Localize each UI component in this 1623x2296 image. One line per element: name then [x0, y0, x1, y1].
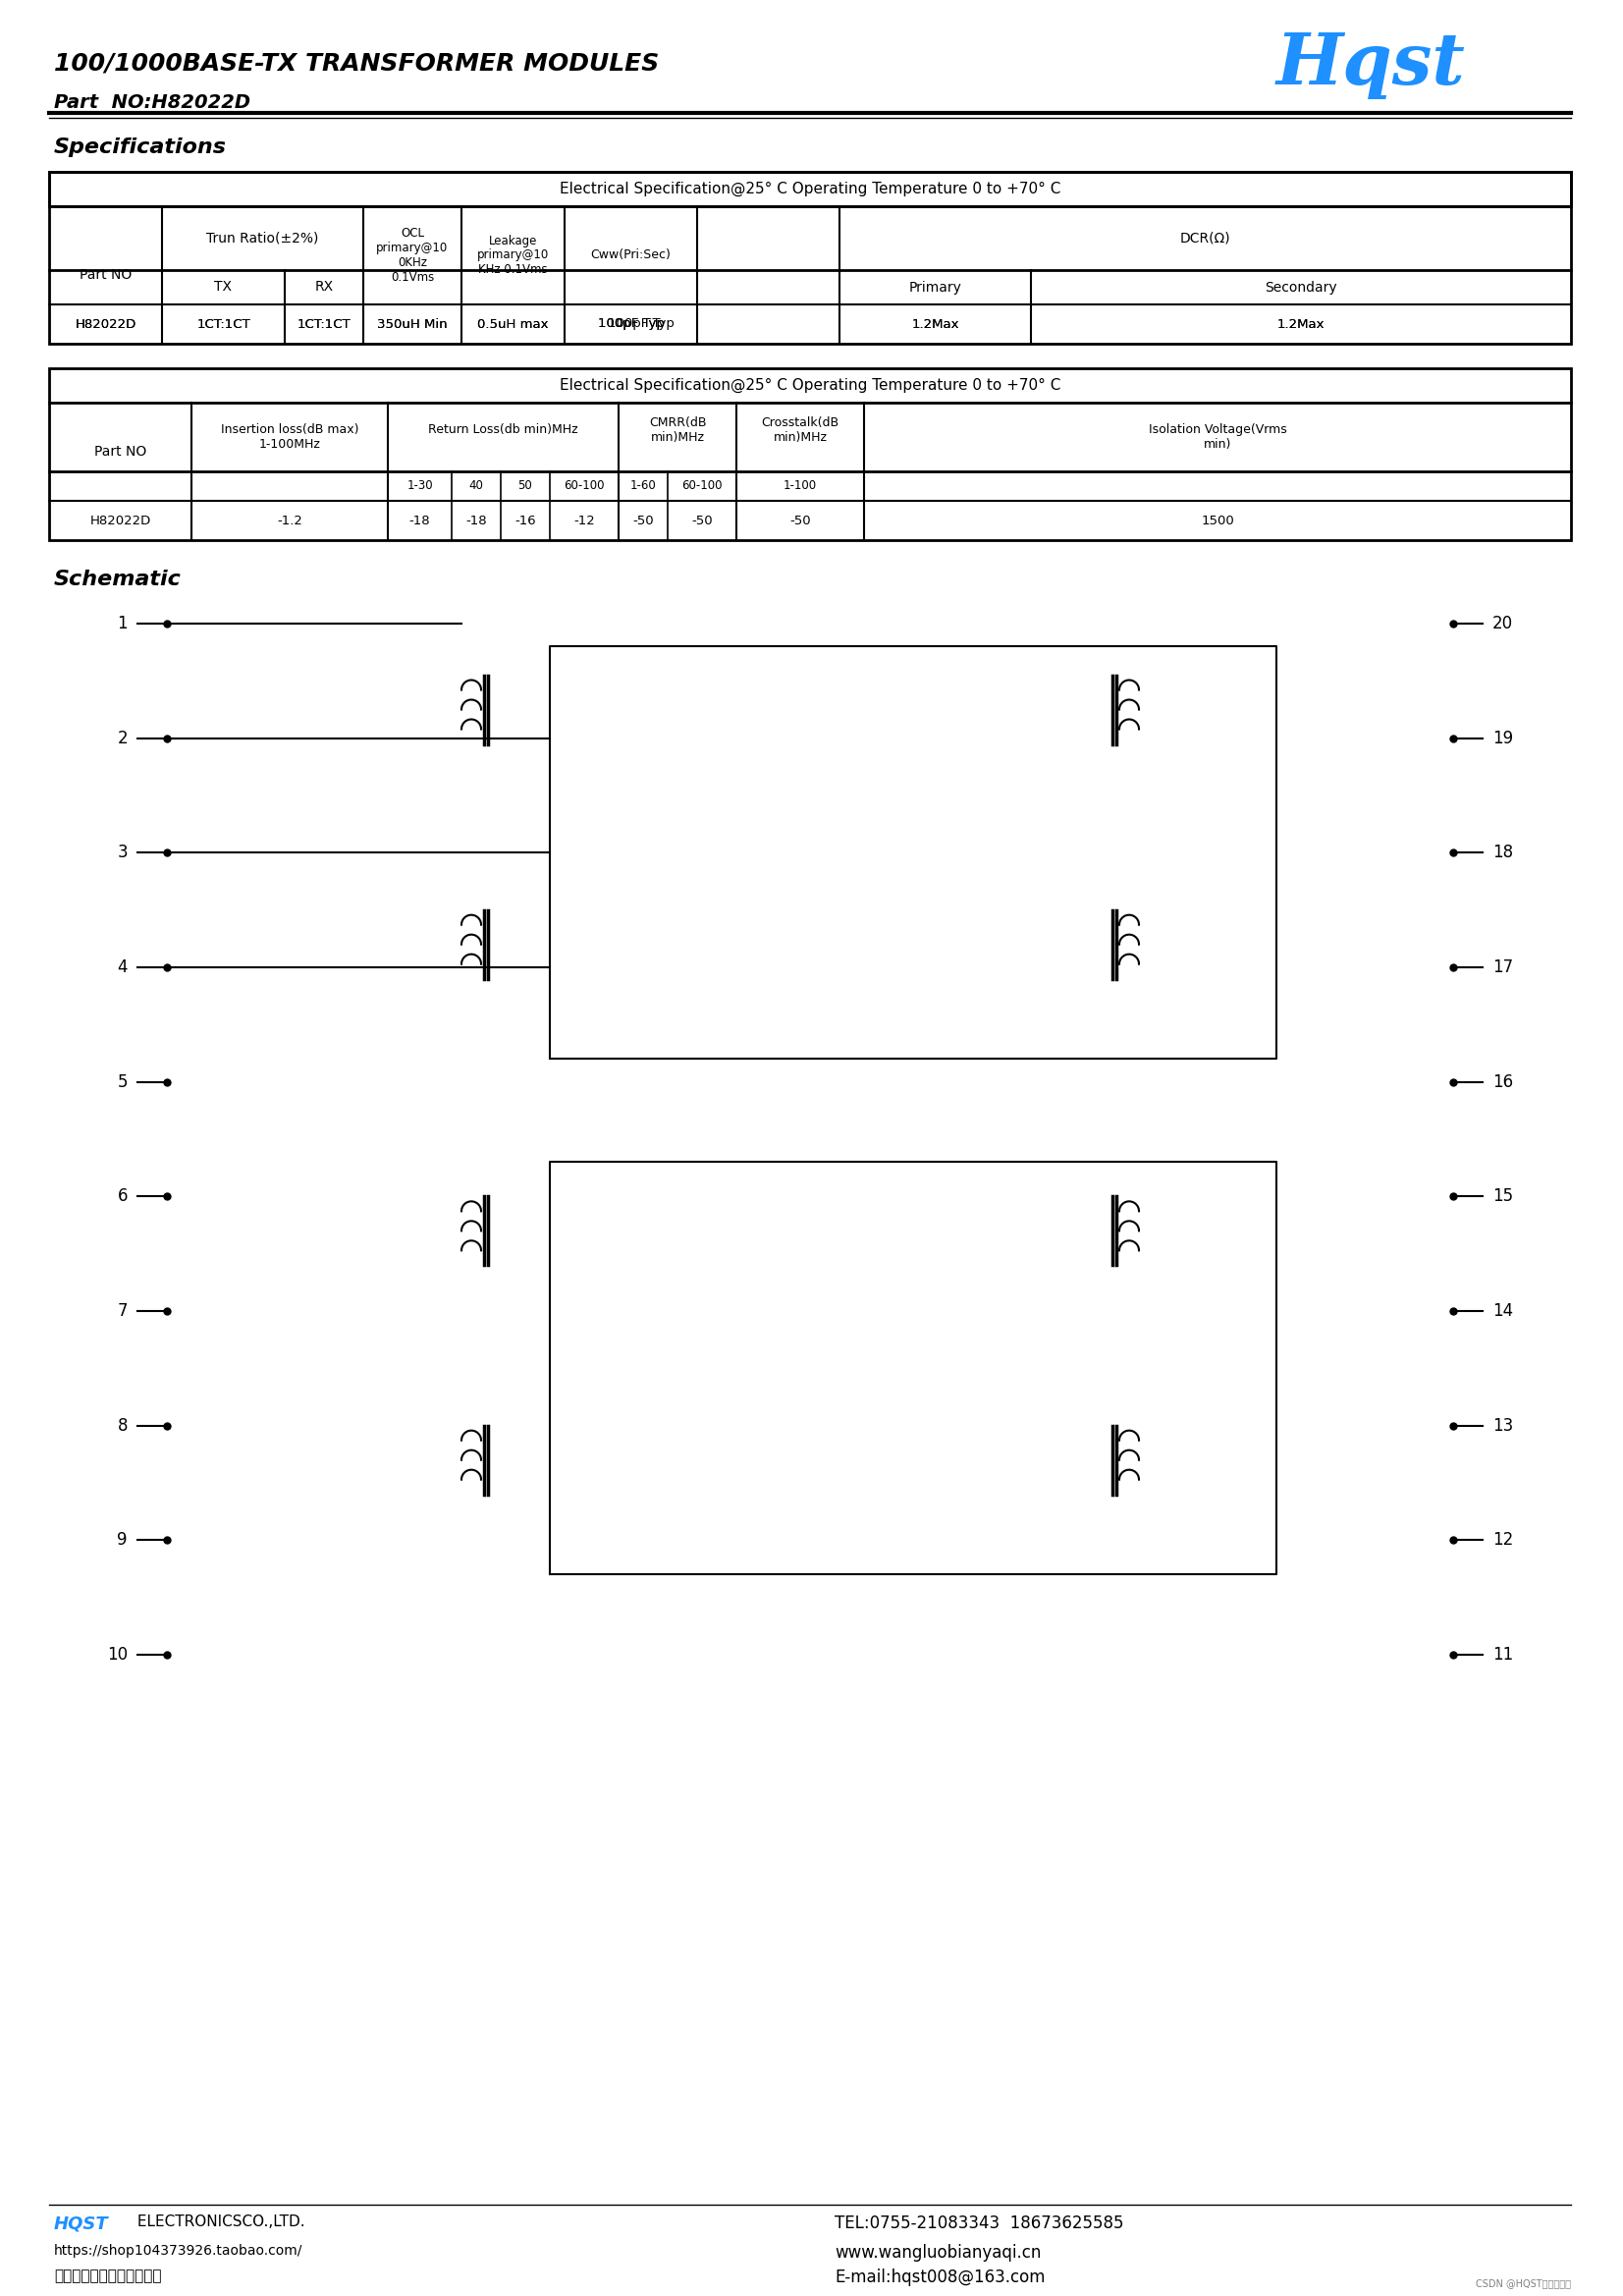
Text: Leakage
primary@10
KHz 0.1Vms: Leakage primary@10 KHz 0.1Vms — [477, 234, 549, 276]
Text: Electrical Specification@25° C Operating Temperature 0 to +70° C: Electrical Specification@25° C Operating… — [560, 379, 1060, 393]
Text: TX: TX — [214, 280, 232, 294]
Text: H82022D: H82022D — [75, 317, 136, 331]
Text: E-mail:hqst008@163.com: E-mail:hqst008@163.com — [834, 2268, 1045, 2287]
Text: 1.2Max: 1.2Max — [912, 317, 959, 331]
Text: CSDN @HQST网络变压器: CSDN @HQST网络变压器 — [1475, 2278, 1571, 2289]
Text: 4: 4 — [117, 957, 128, 976]
Text: Schematic: Schematic — [54, 569, 182, 590]
Text: Isolation Voltage(Vrms
min): Isolation Voltage(Vrms min) — [1149, 422, 1287, 450]
Text: 8: 8 — [117, 1417, 128, 1435]
Text: Hqst: Hqst — [1276, 30, 1466, 99]
Text: 50: 50 — [518, 480, 532, 491]
Text: Specifications: Specifications — [54, 138, 227, 156]
Text: 石门盘盛电子科技有限公司: 石门盘盛电子科技有限公司 — [54, 2268, 162, 2282]
Text: 10: 10 — [107, 1646, 128, 1665]
Text: 5: 5 — [117, 1072, 128, 1091]
Text: 12: 12 — [1493, 1531, 1513, 1550]
Bar — [49, 367, 1571, 540]
Text: 60-100: 60-100 — [563, 480, 605, 491]
Text: 100pF Typ: 100pF Typ — [607, 317, 674, 331]
Text: 0.5uH max: 0.5uH max — [477, 317, 549, 331]
Text: 6: 6 — [117, 1187, 128, 1205]
Text: -50: -50 — [633, 514, 654, 526]
Text: 15: 15 — [1493, 1187, 1513, 1205]
Text: -12: -12 — [573, 514, 596, 526]
Text: https://shop104373926.taobao.com/: https://shop104373926.taobao.com/ — [54, 2243, 304, 2257]
Text: Crosstalk(dB
min)MHz: Crosstalk(dB min)MHz — [761, 416, 839, 443]
Text: 350uH Min: 350uH Min — [377, 317, 448, 331]
Text: 1-60: 1-60 — [630, 480, 656, 491]
Text: HQST: HQST — [54, 2213, 109, 2232]
Text: 1: 1 — [117, 615, 128, 631]
Text: 1CT:1CT: 1CT:1CT — [297, 317, 351, 331]
Text: 1CT:1CT: 1CT:1CT — [196, 317, 250, 331]
Text: Insertion loss(dB max)
1-100MHz: Insertion loss(dB max) 1-100MHz — [221, 422, 359, 450]
Text: -50: -50 — [790, 514, 812, 526]
Text: 1CT:1CT: 1CT:1CT — [196, 317, 250, 331]
Text: 17: 17 — [1493, 957, 1513, 976]
Text: -1.2: -1.2 — [278, 514, 302, 526]
Text: 1.2Max: 1.2Max — [912, 317, 959, 331]
Text: ELECTRONICSCO.,LTD.: ELECTRONICSCO.,LTD. — [133, 2213, 305, 2229]
Text: -50: -50 — [691, 514, 712, 526]
Text: H82022D: H82022D — [75, 317, 136, 331]
Text: -18: -18 — [409, 514, 430, 526]
Text: 1500: 1500 — [1201, 514, 1233, 526]
Text: DCR(Ω): DCR(Ω) — [1180, 232, 1230, 246]
Text: TEL:0755-21083343  18673625585: TEL:0755-21083343 18673625585 — [834, 2213, 1123, 2232]
Text: Part NO: Part NO — [80, 269, 131, 282]
Text: Cww(Pri:Sec): Cww(Pri:Sec) — [591, 248, 670, 262]
Text: OCL
primary@10
0KHz
0.1Vms: OCL primary@10 0KHz 0.1Vms — [377, 227, 448, 285]
Text: CMRR(dB
min)MHz: CMRR(dB min)MHz — [649, 416, 706, 443]
Text: 100pF Typ: 100pF Typ — [597, 317, 664, 331]
Bar — [49, 172, 1571, 344]
Text: Electrical Specification@25° C Operating Temperature 0 to +70° C: Electrical Specification@25° C Operating… — [560, 181, 1060, 197]
Text: Return Loss(db min)MHz: Return Loss(db min)MHz — [428, 425, 578, 436]
Text: 13: 13 — [1493, 1417, 1513, 1435]
Text: 18: 18 — [1493, 845, 1513, 861]
Text: 1CT:1CT: 1CT:1CT — [297, 317, 351, 331]
Text: H82022D: H82022D — [89, 514, 151, 526]
Text: 14: 14 — [1493, 1302, 1513, 1320]
Text: 100pF Typ: 100pF Typ — [597, 317, 664, 331]
Text: 7: 7 — [117, 1302, 128, 1320]
Text: 1-30: 1-30 — [407, 480, 433, 491]
Text: Part NO: Part NO — [94, 445, 146, 459]
Text: Secondary: Secondary — [1264, 280, 1337, 294]
Text: 60-100: 60-100 — [682, 480, 722, 491]
Text: 1.2Max: 1.2Max — [1277, 317, 1324, 331]
Text: 2: 2 — [117, 730, 128, 746]
Text: Part  NO:H82022D: Part NO:H82022D — [54, 94, 250, 113]
Text: 9: 9 — [117, 1531, 128, 1550]
Text: 11: 11 — [1493, 1646, 1513, 1665]
Text: 20: 20 — [1493, 615, 1513, 631]
Text: Trun Ratio(±2%): Trun Ratio(±2%) — [206, 232, 318, 246]
Text: Primary: Primary — [909, 280, 962, 294]
Text: -18: -18 — [466, 514, 487, 526]
Text: -16: -16 — [514, 514, 536, 526]
Text: 16: 16 — [1493, 1072, 1513, 1091]
Text: 40: 40 — [469, 480, 484, 491]
Text: 19: 19 — [1493, 730, 1513, 746]
Text: 1-100: 1-100 — [784, 480, 816, 491]
Text: www.wangluobianyaqi.cn: www.wangluobianyaqi.cn — [834, 2243, 1040, 2262]
Text: RX: RX — [315, 280, 333, 294]
Text: 0.5uH max: 0.5uH max — [477, 317, 549, 331]
Text: 100/1000BASE-TX TRANSFORMER MODULES: 100/1000BASE-TX TRANSFORMER MODULES — [54, 51, 659, 76]
Text: 1.2Max: 1.2Max — [1277, 317, 1324, 331]
Text: 3: 3 — [117, 845, 128, 861]
Text: 350uH Min: 350uH Min — [377, 317, 448, 331]
Bar — [49, 172, 1571, 207]
